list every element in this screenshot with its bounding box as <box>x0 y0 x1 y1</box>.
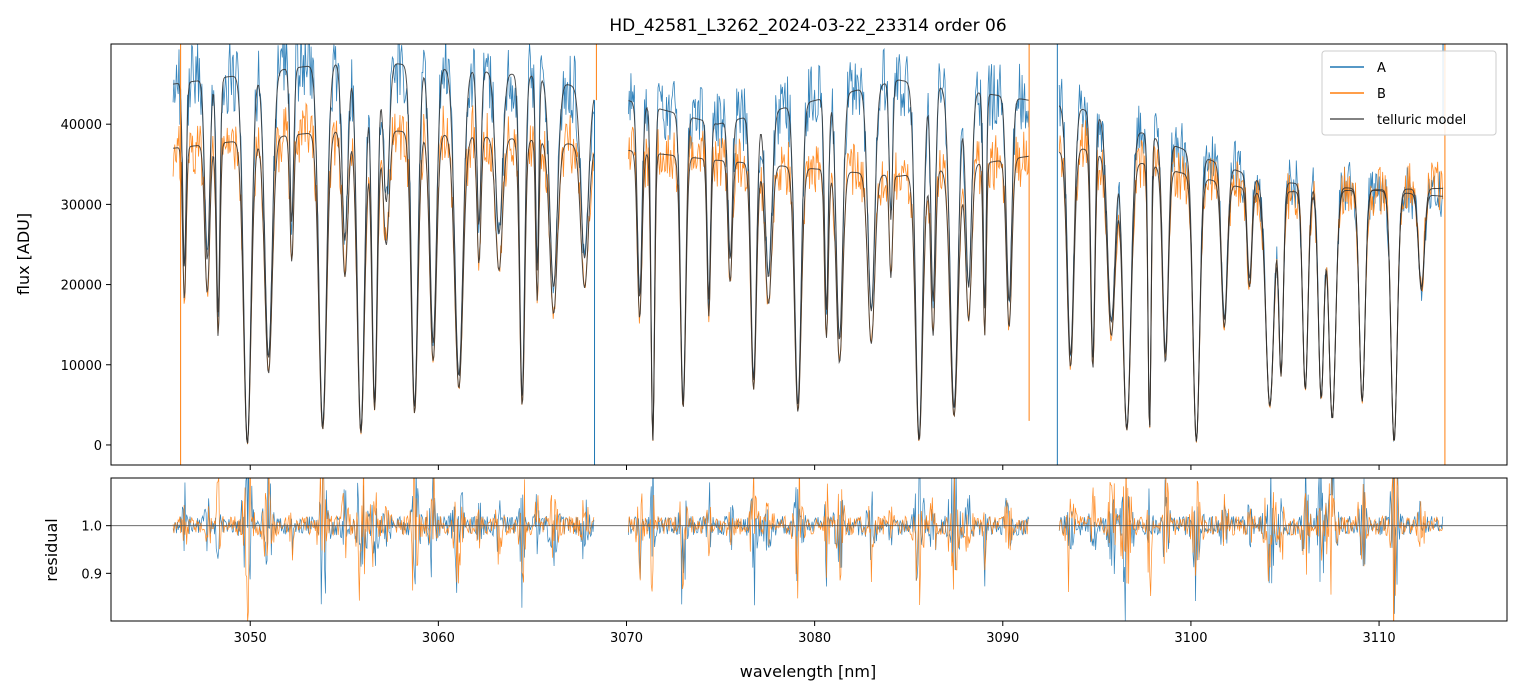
residual-a-line <box>172 478 595 608</box>
y-tick-label: 0.9 <box>81 567 102 582</box>
legend-label-b: B <box>1377 87 1386 102</box>
x-tick-label: 3080 <box>798 631 831 646</box>
legend-label-a: A <box>1377 61 1386 76</box>
x-tick-label: 3100 <box>1174 631 1207 646</box>
series-b-line <box>1058 120 1444 443</box>
telluric-model-line <box>173 63 595 444</box>
chart-title: HD_42581_L3262_2024-03-22_23314 order 06 <box>609 16 1006 36</box>
spectrum-x-ticks <box>249 465 1380 470</box>
x-tick-label: 3050 <box>234 631 267 646</box>
y-tick-label: 1.0 <box>81 520 102 535</box>
telluric-model-line <box>628 149 1029 441</box>
residual-data <box>111 478 1507 621</box>
residual-axes-frame <box>110 477 1508 622</box>
spectrum-data <box>172 44 1446 465</box>
series-a-line <box>172 44 595 445</box>
y-tick-label: 20000 <box>61 279 102 294</box>
spectrum-y-axis-label: flux [ADU] <box>14 213 33 295</box>
telluric-model-line <box>173 130 595 444</box>
legend-label-model: telluric model <box>1377 113 1466 128</box>
y-tick-label: 10000 <box>61 359 102 374</box>
residual-x-ticks: 3050 3060 3070 3080 3090 3100 3110 <box>234 621 1396 646</box>
spectrum-axes-frame <box>110 43 1508 466</box>
residual-y-axis-label: residual <box>42 518 61 581</box>
x-axis-label: wavelength [nm] <box>740 662 877 681</box>
x-tick-label: 3060 <box>422 631 455 646</box>
residual-y-ticks: 0.9 1.0 <box>81 520 111 582</box>
spectrum-y-ticks: 0 10000 20000 30000 40000 <box>61 118 111 454</box>
residual-panel: 0.9 1.0 3050 3060 3070 3080 3090 3100 3110 resi… <box>42 477 1508 681</box>
telluric-model-line <box>1058 148 1443 442</box>
y-tick-label: 30000 <box>61 198 102 213</box>
x-tick-label: 3110 <box>1363 631 1396 646</box>
residual-b-line <box>172 478 595 621</box>
legend-box <box>1321 50 1497 136</box>
legend: A B telluric model <box>1321 50 1497 136</box>
telluric-model-line <box>628 79 1029 440</box>
y-tick-label: 40000 <box>61 118 102 133</box>
y-tick-label: 0 <box>94 439 102 454</box>
x-tick-label: 3070 <box>610 631 643 646</box>
spectrum-panel: 0 10000 20000 30000 40000 flux [ADU] A B tel… <box>14 43 1508 470</box>
x-tick-label: 3090 <box>986 631 1019 646</box>
